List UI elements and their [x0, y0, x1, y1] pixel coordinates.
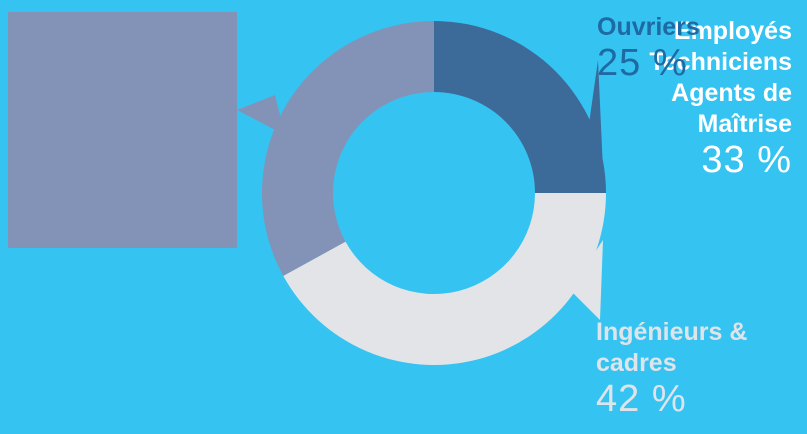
employes-line1: Employés	[673, 17, 792, 45]
employes-label-box	[8, 12, 237, 248]
employes-line2: Techniciens	[649, 48, 792, 76]
ouvriers-slice	[434, 21, 606, 193]
ouvriers-name: Ouvriers	[597, 13, 700, 41]
employes-pointer	[237, 95, 285, 135]
ingenieurs-name-line2: cadres	[596, 349, 677, 377]
ouvriers-percent: 25 %	[597, 42, 688, 84]
ouvriers-label: Ouvriers 25 %	[597, 12, 700, 83]
ingenieurs-name-line1: Ingénieurs &	[596, 318, 748, 346]
employes-slice	[261, 21, 434, 276]
ingenieurs-slice	[283, 193, 606, 366]
employes-percent: 33 %	[701, 139, 792, 181]
ingenieurs-pointer	[570, 240, 603, 320]
ingenieurs-percent: 42 %	[596, 378, 687, 420]
employes-line4: Maîtrise	[697, 110, 792, 138]
employes-line3: Agents de	[671, 79, 792, 107]
ingenieurs-label: Ingénieurs & cadres 42 %	[596, 317, 747, 419]
employes-label: Employés Techniciens Agents de Maîtrise …	[577, 16, 792, 180]
